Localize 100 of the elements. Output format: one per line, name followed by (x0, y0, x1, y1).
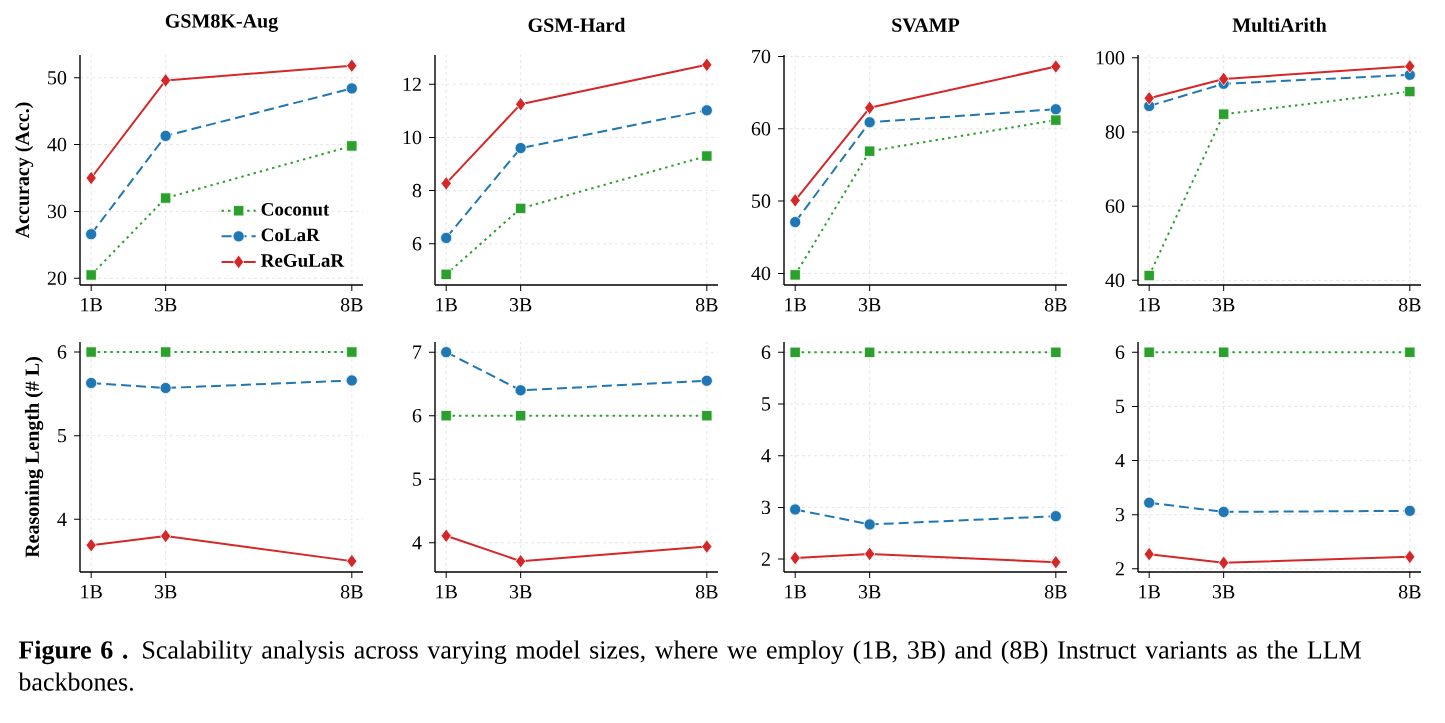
x-tick-label: 3B (509, 298, 532, 312)
y-tick-label: 3 (761, 500, 771, 515)
point (1218, 346, 1230, 358)
y-tick-label: 6 (57, 345, 67, 359)
y-tick-label: 4 (1115, 453, 1125, 468)
point (85, 376, 98, 389)
point (85, 170, 97, 186)
point (789, 216, 802, 229)
point (440, 231, 453, 244)
y-tick-label: 5 (413, 472, 422, 486)
point (515, 202, 527, 215)
point (85, 346, 97, 358)
point (1404, 85, 1416, 98)
point (701, 539, 713, 554)
legend-label: Coconut (261, 202, 330, 216)
point (1143, 346, 1155, 358)
point (160, 346, 172, 358)
point (346, 346, 358, 358)
point (345, 374, 358, 387)
x-tick-label: 8B (340, 298, 363, 312)
point (789, 193, 801, 208)
point (1050, 59, 1062, 74)
chart-title: SVAMP (892, 18, 960, 32)
x-tick-label: 8B (340, 585, 363, 599)
point (160, 73, 172, 88)
chart-title: GSM8K-Aug (165, 14, 278, 32)
y-tick-label: 6 (412, 237, 422, 251)
point (160, 528, 172, 544)
y-tick-label: 60 (751, 122, 771, 136)
y-tick-label: 20 (47, 271, 67, 286)
point (789, 346, 801, 358)
x-tick-label: 3B (1212, 298, 1235, 312)
point (1049, 103, 1062, 116)
y-tick-label: 40 (47, 137, 67, 152)
x-tick-label: 3B (154, 298, 177, 312)
point (1218, 555, 1230, 570)
point (440, 346, 453, 359)
point (1050, 554, 1062, 570)
point (1050, 346, 1062, 358)
y-tick-label: 60 (1105, 199, 1125, 213)
y-tick-label: 80 (1105, 125, 1125, 139)
point (346, 58, 358, 73)
x-tick-label: 8B (695, 585, 718, 599)
chart-title: GSM-Hard (528, 17, 626, 32)
point (159, 382, 172, 394)
x-tick-label: 8B (1398, 585, 1421, 599)
point (864, 546, 876, 562)
point (515, 410, 527, 422)
point (789, 269, 801, 281)
point (160, 192, 172, 204)
y-tick-label: 5 (58, 429, 67, 443)
point (1049, 510, 1062, 523)
x-tick-label: 8B (1044, 298, 1067, 312)
x-tick-label: 1B (81, 298, 102, 312)
x-tick-label: 8B (1398, 298, 1421, 312)
point (700, 374, 713, 387)
x-tick-label: 8B (1044, 585, 1067, 599)
y-axis-title: Reasoning Length (# L) (24, 357, 44, 558)
y-tick-label: 4 (761, 449, 771, 463)
y-tick-label: 4 (57, 512, 67, 526)
y-tick-label: 12 (403, 77, 421, 91)
x-tick-label: 8B (695, 298, 718, 312)
point (345, 82, 358, 95)
point (440, 176, 452, 191)
point (700, 104, 713, 117)
y-tick-label: 30 (47, 204, 67, 219)
point (1404, 59, 1416, 74)
point (789, 503, 802, 516)
x-tick-label: 3B (858, 298, 881, 312)
point (1217, 505, 1230, 518)
point (701, 150, 713, 162)
point (85, 228, 98, 241)
point (346, 140, 358, 152)
point (159, 129, 172, 142)
y-tick-label: 50 (752, 194, 771, 208)
point (1143, 91, 1155, 106)
point (1143, 269, 1155, 282)
point (701, 410, 713, 422)
point (346, 553, 358, 569)
y-tick-label: 2 (761, 552, 770, 566)
y-tick-label: 6 (1115, 345, 1125, 359)
point (85, 269, 97, 281)
x-tick-label: 3B (858, 585, 881, 599)
point (440, 528, 452, 543)
point (864, 145, 876, 157)
point (863, 518, 876, 531)
point (701, 57, 713, 73)
point (85, 538, 97, 553)
y-tick-label: 5 (1116, 399, 1125, 414)
x-tick-label: 1B (1139, 298, 1160, 312)
x-tick-label: 3B (154, 585, 177, 599)
point (1050, 114, 1062, 126)
y-tick-label: 6 (761, 345, 771, 360)
point (515, 96, 527, 112)
point (864, 100, 876, 115)
y-tick-label: 10 (403, 130, 422, 145)
point (1403, 504, 1416, 517)
point (514, 142, 527, 155)
y-tick-label: 40 (751, 266, 771, 281)
point (440, 268, 452, 280)
